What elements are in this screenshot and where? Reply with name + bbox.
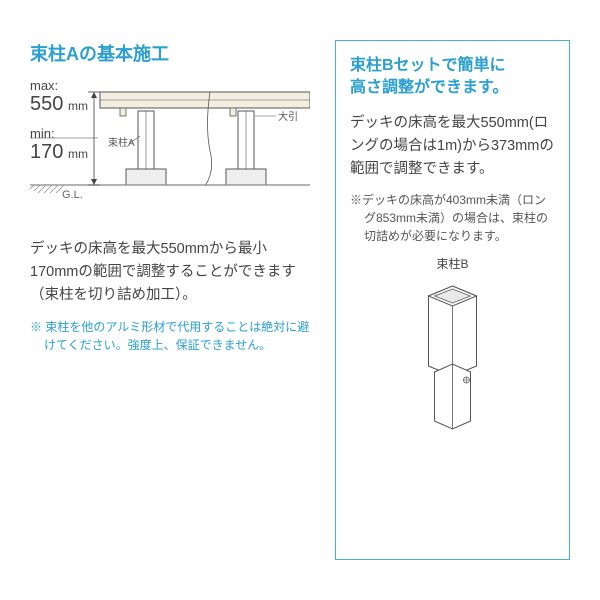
svg-text:550: 550: [30, 93, 63, 115]
section-b-title: 束柱Bセットで簡単に 高さ調整ができます。: [350, 55, 555, 100]
section-b-note: ※デッキの床高が403mm未満（ロング853mm未満）の場合は、束柱の切詰めが必…: [350, 191, 555, 245]
svg-text:170: 170: [30, 141, 63, 163]
section-b-title-line1: 束柱Bセットで簡単に: [350, 57, 506, 74]
section-b-title-line2: 高さ調整ができます。: [350, 79, 508, 96]
section-b-body: デッキの床高を最大550mm(ロングの場合は1m)から373mmの範囲で調整でき…: [350, 112, 555, 182]
post-b-diagram: [350, 276, 555, 436]
left-column: 束柱Aの基本施工 max:: [30, 40, 310, 560]
section-a-note: ※ 束柱を他のアルミ形材で代用することは絶対に避けてください。強度上、保証できま…: [30, 318, 310, 354]
right-column: 束柱Bセットで簡単に 高さ調整ができます。 デッキの床高を最大550mm(ロング…: [335, 40, 570, 560]
svg-text:大引: 大引: [278, 110, 298, 123]
svg-text:min:: min:: [30, 126, 55, 141]
post-b-label: 束柱B: [350, 255, 555, 272]
svg-text:max:: max:: [30, 78, 58, 93]
svg-text:mm: mm: [68, 147, 88, 161]
post-a-diagram: max: 550 mm min: 170 mm G.L. 束柱A 大引: [30, 76, 310, 221]
section-a-title: 束柱Aの基本施工: [30, 40, 310, 66]
section-a-body: デッキの床高を最大550mmから最小170mmの範囲で調整することができます（束…: [30, 238, 310, 308]
svg-text:mm: mm: [68, 99, 88, 113]
svg-text:G.L.: G.L.: [62, 189, 83, 201]
